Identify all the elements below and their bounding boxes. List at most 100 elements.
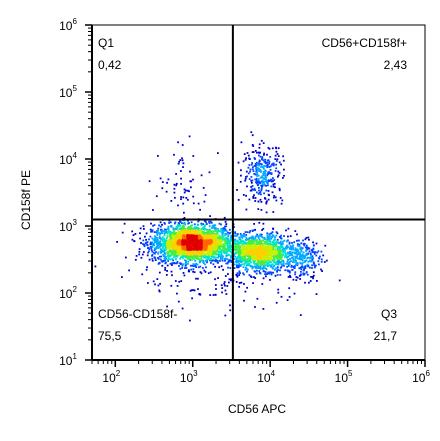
event-dot — [192, 257, 195, 260]
event-dot — [203, 226, 206, 229]
event-dot — [161, 232, 164, 234]
event-dot — [237, 241, 240, 244]
event-dot — [198, 258, 201, 261]
event-dot — [187, 254, 190, 257]
event-dot — [239, 233, 242, 235]
event-dot — [214, 278, 216, 281]
event-dot — [190, 180, 193, 183]
event-dot — [158, 232, 161, 235]
event-dot — [154, 237, 156, 240]
event-dot — [151, 241, 154, 244]
event-dot — [277, 241, 279, 244]
event-dot — [287, 263, 290, 265]
event-dot — [179, 257, 181, 260]
event-dot — [264, 241, 266, 244]
event-dot — [219, 240, 221, 243]
event-dot — [193, 245, 196, 248]
event-dot — [190, 236, 193, 239]
event-dot — [205, 239, 208, 242]
event-dot — [318, 263, 320, 266]
event-dot — [241, 247, 244, 250]
event-dot — [228, 260, 231, 263]
quadrant-percentage: 0,42 — [98, 58, 122, 72]
event-dot — [188, 239, 191, 242]
event-dot — [203, 269, 206, 272]
event-dot — [272, 247, 275, 249]
event-dot — [245, 242, 247, 245]
event-dot — [251, 237, 253, 240]
event-dot — [200, 222, 203, 225]
event-dot — [148, 248, 151, 250]
event-dot — [260, 209, 263, 211]
event-dot — [176, 250, 179, 253]
event-dot — [250, 180, 253, 182]
event-dot — [247, 260, 250, 263]
event-dot — [212, 226, 214, 229]
event-dot — [202, 247, 205, 250]
event-dot — [178, 254, 181, 256]
event-dot — [203, 242, 206, 245]
event-dot — [223, 250, 226, 253]
event-dot — [158, 271, 161, 274]
event-dot — [251, 179, 254, 182]
event-dot — [313, 244, 315, 247]
event-dot — [173, 254, 176, 256]
event-dot — [188, 226, 191, 228]
event-dot — [310, 276, 312, 278]
event-dot — [311, 267, 313, 269]
event-dot — [189, 237, 192, 240]
event-dot — [209, 294, 212, 296]
event-dot — [275, 163, 277, 166]
event-dot — [186, 237, 189, 240]
event-dot — [214, 265, 216, 268]
event-dot — [279, 236, 281, 238]
event-dot — [284, 251, 286, 254]
event-dot — [146, 266, 148, 269]
event-dot — [277, 147, 280, 150]
event-dot — [248, 243, 251, 245]
event-dot — [157, 227, 160, 230]
event-dot — [270, 180, 273, 183]
event-dot — [299, 247, 302, 250]
event-dot — [208, 220, 210, 223]
event-dot — [306, 257, 309, 260]
event-dot — [181, 264, 184, 267]
event-dot — [302, 243, 305, 245]
event-dot — [259, 253, 262, 256]
event-dot — [291, 251, 294, 254]
event-dot — [222, 246, 225, 249]
event-dot — [173, 187, 176, 190]
event-dot — [310, 253, 312, 256]
event-dot — [179, 228, 182, 231]
event-dot — [183, 234, 185, 236]
event-dot — [224, 225, 226, 228]
event-dot — [254, 260, 256, 263]
event-dot — [142, 243, 144, 245]
event-dot — [188, 270, 191, 273]
event-dot — [159, 221, 162, 224]
event-dot — [216, 253, 219, 255]
event-dot — [234, 234, 237, 237]
event-dot — [213, 246, 215, 249]
event-dot — [238, 270, 241, 273]
event-dot — [188, 190, 190, 193]
event-dot — [224, 234, 227, 237]
event-dot — [180, 227, 182, 229]
event-dot — [255, 181, 257, 184]
event-dot — [262, 263, 264, 266]
y-tick-exponent: 4 — [72, 151, 77, 160]
event-dot — [290, 247, 293, 250]
event-dot — [261, 254, 263, 257]
event-dot — [245, 238, 248, 240]
event-dot — [225, 241, 228, 244]
event-dot — [194, 237, 197, 240]
event-dot — [188, 236, 191, 239]
event-dot — [295, 257, 298, 259]
event-dot — [221, 231, 224, 234]
quadrant-name: Q1 — [98, 36, 114, 50]
event-dot — [257, 164, 259, 166]
event-dot — [264, 184, 267, 187]
event-dot — [269, 250, 272, 252]
event-dot — [246, 152, 249, 154]
y-tick-label: 104 — [59, 151, 77, 167]
